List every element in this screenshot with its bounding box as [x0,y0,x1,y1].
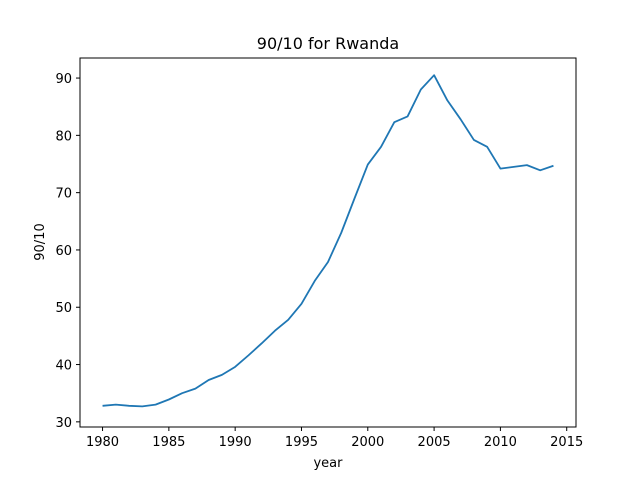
chart-title: 90/10 for Rwanda [257,34,399,53]
y-tick-label: 40 [55,359,72,374]
y-tick-label: 50 [55,301,72,316]
x-tick-label: 2010 [484,435,517,450]
x-axis-ticks: 1980 1985 1990 1995 2000 2005 2010 2015 [86,427,583,450]
series-line [102,74,554,408]
y-tick-label: 30 [55,416,72,431]
y-tick-label: 60 [55,244,72,259]
x-axis-label: year [313,456,343,471]
x-tick-label: 1980 [86,435,119,450]
x-tick-label: 2000 [351,435,384,450]
x-tick-label: 1985 [152,435,185,450]
x-tick-label: 2005 [418,435,451,450]
x-tick-label: 1990 [219,435,252,450]
y-axis-label: 90/10 [33,223,48,260]
plot-frame [79,57,577,428]
x-tick-label: 2015 [550,435,583,450]
y-axis-ticks: 30 40 50 60 70 80 90 [55,72,80,431]
y-tick-label: 80 [55,129,72,144]
series-group [102,74,554,408]
y-tick-label: 90 [55,72,72,87]
y-tick-label: 70 [55,187,72,202]
x-tick-label: 1995 [285,435,318,450]
